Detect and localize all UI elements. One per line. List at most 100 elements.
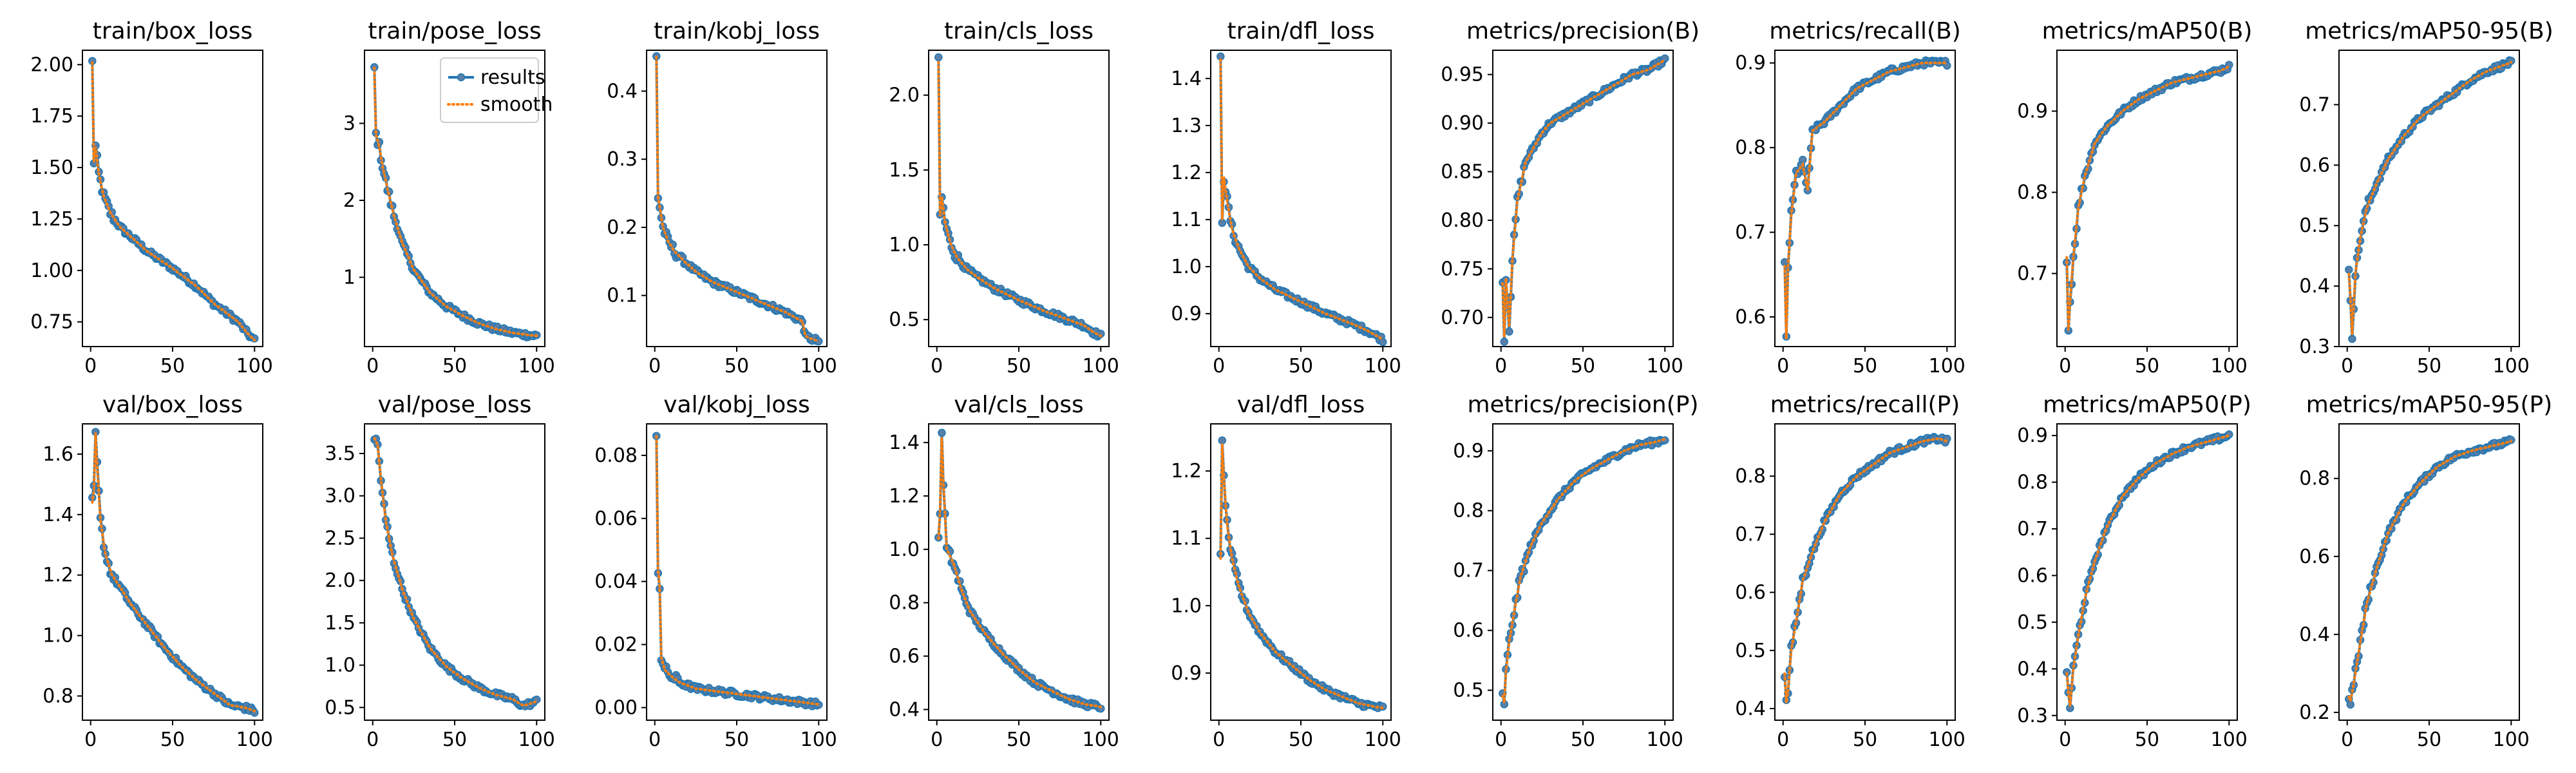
y-tick-label: 0.8 — [43, 685, 73, 707]
panel-title: metrics/mAP50(B) — [2042, 18, 2253, 44]
y-tick-label: 0.7 — [2299, 93, 2330, 116]
y-tick-label: 0.75 — [1441, 258, 1484, 280]
y-tick-label: 1.6 — [43, 443, 73, 466]
y-tick-label: 0.5 — [2017, 611, 2048, 634]
panel-title: val/box_loss — [102, 392, 243, 418]
x-tick-label: 0 — [649, 355, 661, 377]
panel-title: metrics/precision(B) — [1466, 18, 1700, 44]
x-tick-label: 0 — [1777, 729, 1789, 751]
y-tick-label: 0.95 — [1441, 64, 1484, 86]
x-tick-label: 50 — [1007, 355, 1031, 377]
x-tick-label: 50 — [442, 729, 467, 751]
panel-title: metrics/precision(P) — [1467, 392, 1698, 418]
panel-val-dfl-loss: val/dfl_loss 0 50 100 0.9 1.0 1.1 1.2 — [1171, 392, 1401, 751]
x-tick-label: 100 — [1365, 355, 1401, 377]
results-point — [1505, 327, 1513, 336]
axes-frame — [2338, 423, 2520, 721]
smooth-line — [937, 437, 1103, 709]
results-point — [1500, 338, 1509, 346]
y-tick-label: 2.0 — [325, 569, 355, 592]
panel-val-pose-loss: val/pose_loss 0 50 100 0.5 1.0 1.5 2.0 2.5 3.0 3.5 — [325, 392, 555, 751]
y-tick-label: 2.0 — [889, 84, 920, 107]
y-tick-label: 0.4 — [2299, 624, 2330, 646]
smooth-line — [1501, 59, 1667, 337]
x-tick-label: 50 — [2417, 355, 2441, 377]
x-tick-label: 0 — [931, 729, 943, 751]
x-tick-label: 50 — [1571, 729, 1595, 751]
y-tick-label: 0.6 — [889, 645, 920, 668]
legend-box — [440, 57, 539, 123]
y-tick-label: 1.3 — [1171, 115, 1202, 137]
smooth-line — [91, 61, 256, 342]
x-tick-label: 100 — [236, 355, 273, 377]
x-tick-label: 100 — [1365, 729, 1401, 751]
y-tick-label: 1.0 — [889, 539, 920, 561]
y-tick-label: 1 — [343, 266, 355, 289]
x-tick-label: 100 — [1647, 729, 1683, 751]
y-tick-label: 0.08 — [594, 444, 638, 467]
panel-train-dfl-loss: train/dfl_loss 0 50 100 0.9 1.0 1.1 1.2 1.3 1.4 — [1171, 18, 1401, 377]
x-tick-label: 50 — [2135, 355, 2159, 377]
panel-metrics-map50-95-p: metrics/mAP50-95(P) 0 50 100 0.2 0.4 0.6 0.8 — [2299, 392, 2552, 751]
y-tick-label: 0.70 — [1441, 307, 1484, 329]
axes-frame — [646, 423, 828, 721]
x-tick-label: 100 — [2211, 729, 2248, 751]
y-tick-label: 0.6 — [2017, 564, 2048, 587]
legend-label: smooth — [480, 93, 553, 116]
y-tick-label: 0.6 — [1453, 620, 1484, 642]
y-tick-label: 0.75 — [30, 311, 73, 334]
axes-frame — [928, 50, 1110, 347]
results-point — [938, 428, 946, 437]
axes-frame — [646, 50, 828, 347]
smooth-line — [1783, 437, 1949, 703]
x-tick-label: 100 — [1647, 355, 1683, 377]
panel-val-box-loss: val/box_loss 0 50 100 0.8 1.0 1.2 1.4 1.6 — [43, 392, 273, 751]
x-tick-label: 0 — [1495, 729, 1507, 751]
y-tick-label: 0.9 — [1735, 52, 1766, 75]
x-tick-label: 0 — [2059, 729, 2071, 751]
y-tick-label: 1.5 — [325, 612, 355, 635]
y-tick-label: 1.0 — [1171, 256, 1202, 278]
panel-title: metrics/recall(B) — [1769, 18, 1961, 44]
y-tick-label: 0.85 — [1441, 161, 1484, 184]
x-tick-label: 50 — [1853, 355, 1877, 377]
y-tick-label: 3.0 — [325, 485, 355, 508]
y-tick-label: 0.8 — [1735, 137, 1766, 159]
y-tick-label: 1.2 — [1171, 460, 1202, 482]
x-tick-label: 100 — [518, 729, 555, 751]
y-tick-label: 0.5 — [2299, 215, 2330, 237]
y-tick-label: 0.7 — [1453, 560, 1484, 582]
x-tick-label: 100 — [1929, 355, 1965, 377]
x-tick-label: 100 — [2211, 355, 2248, 377]
axes-frame — [2056, 50, 2238, 347]
smooth-line — [1219, 444, 1385, 710]
x-tick-label: 100 — [1083, 729, 1119, 751]
x-tick-label: 50 — [724, 729, 749, 751]
x-tick-label: 0 — [2341, 729, 2353, 751]
y-tick-label: 0.4 — [1735, 698, 1766, 720]
smooth-line — [373, 66, 538, 338]
y-tick-label: 0.5 — [1453, 680, 1484, 702]
x-tick-label: 50 — [2417, 729, 2441, 751]
y-tick-label: 0.4 — [889, 698, 920, 721]
panel-title: metrics/mAP50-95(P) — [2306, 392, 2553, 418]
smooth-line — [91, 433, 256, 712]
results-point — [2348, 334, 2356, 343]
results-line — [91, 430, 256, 714]
results-point — [2064, 326, 2073, 335]
results-point — [934, 53, 943, 62]
panel-metrics-recall-p: metrics/recall(P) 0 50 100 0.4 0.5 0.6 0.7 0.8 — [1735, 392, 1965, 751]
y-tick-label: 1.0 — [43, 625, 73, 647]
y-tick-label: 0.6 — [2299, 546, 2330, 568]
y-tick-label: 0.02 — [594, 634, 638, 656]
y-tick-label: 0.06 — [594, 508, 638, 530]
y-tick-label: 1.50 — [30, 157, 73, 179]
y-tick-label: 0.9 — [2017, 100, 2048, 123]
y-tick-label: 0.9 — [2017, 425, 2048, 447]
x-tick-label: 50 — [442, 355, 467, 377]
results-line — [655, 435, 820, 708]
y-tick-label: 3 — [343, 113, 355, 135]
x-tick-label: 50 — [1853, 729, 1877, 751]
smooth-line — [1219, 58, 1385, 341]
panel-title: metrics/recall(P) — [1770, 392, 1960, 418]
